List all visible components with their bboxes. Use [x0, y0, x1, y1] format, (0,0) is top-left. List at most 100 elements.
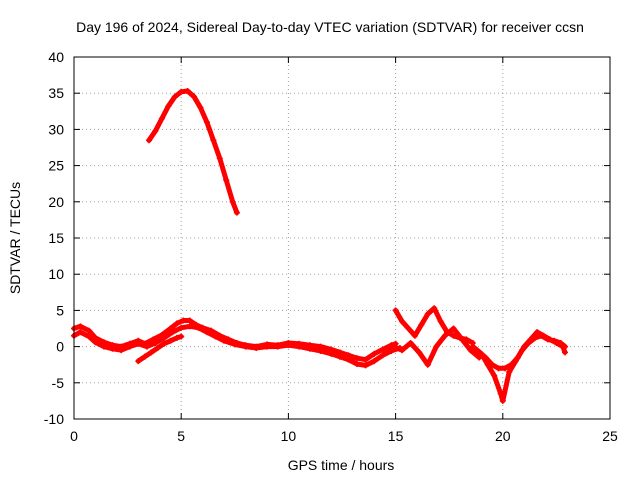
- data-point: [362, 356, 369, 363]
- data-point: [508, 361, 515, 368]
- data-point: [180, 317, 187, 324]
- x-tick-label: 0: [70, 428, 78, 444]
- x-tick-label: 5: [177, 428, 185, 444]
- data-point: [467, 347, 474, 354]
- plot-frame: [73, 56, 611, 420]
- data-point: [534, 329, 541, 336]
- data-point: [135, 358, 142, 365]
- y-tick-label: 30: [48, 121, 64, 137]
- data-point: [154, 345, 161, 352]
- data-point: [141, 353, 148, 360]
- data-point: [362, 362, 369, 369]
- x-tick-label: 15: [388, 428, 404, 444]
- data-point: [381, 347, 388, 354]
- data-point: [354, 355, 361, 362]
- data-point: [221, 337, 228, 344]
- data-point: [161, 340, 168, 347]
- data-point: [514, 354, 521, 361]
- data-point: [424, 311, 431, 318]
- data-point: [161, 334, 168, 341]
- data-point: [184, 88, 191, 95]
- data-point: [416, 349, 423, 356]
- data-point: [178, 333, 185, 340]
- data-point: [210, 137, 217, 144]
- data-point: [497, 390, 504, 397]
- y-tick-label: 0: [56, 339, 64, 355]
- data-point: [527, 336, 534, 343]
- data-point: [86, 327, 93, 334]
- data-point: [379, 352, 386, 359]
- data-point: [450, 325, 457, 332]
- y-tick-label: 40: [48, 49, 64, 65]
- data-point: [474, 347, 481, 354]
- data-point: [411, 332, 418, 339]
- data-point: [109, 345, 116, 352]
- series-main-arc: [71, 318, 399, 363]
- data-point: [371, 358, 378, 365]
- data-point: [203, 329, 210, 336]
- data-point: [263, 343, 270, 350]
- data-point: [135, 340, 142, 347]
- data-point: [158, 115, 165, 122]
- data-point: [167, 325, 174, 332]
- data-point: [482, 354, 489, 361]
- data-point: [195, 324, 202, 331]
- data-point: [191, 93, 198, 100]
- data-point: [459, 336, 466, 343]
- data-point: [553, 339, 560, 346]
- data-point: [390, 343, 397, 350]
- data-point: [489, 361, 496, 368]
- data-point: [118, 347, 125, 354]
- data-point: [231, 341, 238, 348]
- data-point: [521, 343, 528, 350]
- data-point: [223, 177, 230, 184]
- data-point: [253, 345, 260, 352]
- data-point: [203, 119, 210, 126]
- y-tick-label: 25: [48, 158, 64, 174]
- data-point: [229, 198, 236, 205]
- data-point: [407, 339, 414, 346]
- data-point: [169, 329, 176, 336]
- data-point: [146, 137, 153, 144]
- data-point: [328, 350, 335, 357]
- data-point: [441, 332, 448, 339]
- data-point: [77, 323, 84, 330]
- data-point: [491, 372, 498, 379]
- chart-title: Day 196 of 2024, Sidereal Day-to-day VTE…: [76, 19, 584, 35]
- data-point: [165, 103, 172, 110]
- y-tick-label: -5: [52, 375, 65, 391]
- data-point: [371, 350, 378, 357]
- data-point: [345, 356, 352, 363]
- x-tick-label: 25: [602, 428, 618, 444]
- data-point: [216, 155, 223, 162]
- data-point: [437, 318, 444, 325]
- y-axis-label: SDTVAR / TECUs: [7, 182, 23, 294]
- data-point: [450, 332, 457, 339]
- data-point: [469, 343, 476, 350]
- data-point: [167, 337, 174, 344]
- y-tick-label: 35: [48, 85, 64, 101]
- y-tick-label: 5: [56, 302, 64, 318]
- data-point: [86, 333, 93, 340]
- data-point: [546, 336, 553, 343]
- data-point: [285, 342, 292, 349]
- data-point: [399, 318, 406, 325]
- series-mid-oscillation-low: [382, 326, 482, 368]
- data-point: [152, 339, 159, 346]
- data-point: [126, 343, 133, 350]
- data-point: [354, 360, 361, 367]
- x-tick-label: 10: [281, 428, 297, 444]
- data-point: [501, 365, 508, 372]
- data-point: [152, 127, 159, 134]
- y-tick-label: -10: [44, 411, 64, 427]
- y-tick-label: 20: [48, 194, 64, 210]
- data-point: [559, 343, 566, 350]
- data-point: [418, 321, 425, 328]
- data-point: [212, 333, 219, 340]
- data-point: [92, 339, 99, 346]
- data-point: [186, 317, 193, 324]
- data-point: [405, 325, 412, 332]
- data-point: [77, 329, 84, 336]
- data-point: [242, 343, 249, 350]
